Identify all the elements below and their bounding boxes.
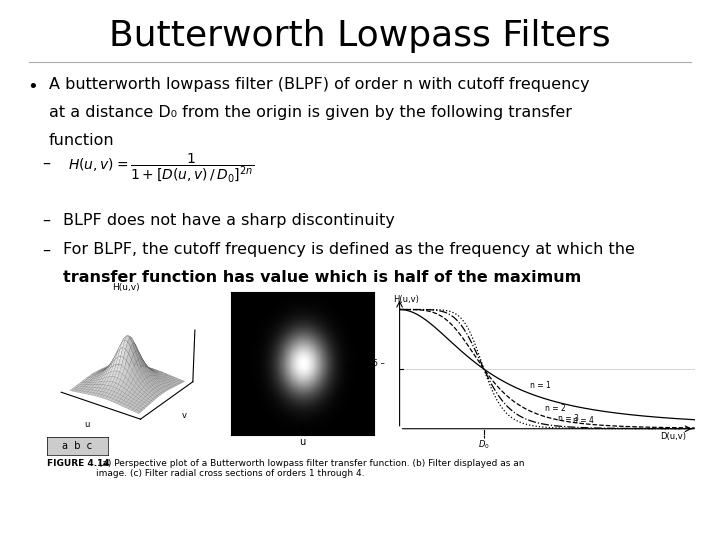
Text: D(u,v): D(u,v) bbox=[660, 433, 686, 441]
Text: For BLPF, the cutoff frequency is defined as the frequency at which the: For BLPF, the cutoff frequency is define… bbox=[63, 242, 635, 258]
Text: n = 2: n = 2 bbox=[544, 404, 565, 413]
Text: (a) Perspective plot of a Butterworth lowpass filter transfer function. (b) Filt: (a) Perspective plot of a Butterworth lo… bbox=[96, 459, 525, 478]
Text: $H(u,v) = \dfrac{1}{1+[D(u,v)\,/\,D_0]^{2n}}$: $H(u,v) = \dfrac{1}{1+[D(u,v)\,/\,D_0]^{… bbox=[68, 151, 254, 184]
Text: –: – bbox=[42, 242, 50, 258]
Text: n = 4: n = 4 bbox=[572, 416, 593, 425]
Text: n = 3: n = 3 bbox=[558, 414, 579, 422]
X-axis label: u: u bbox=[85, 420, 90, 429]
Text: •: • bbox=[27, 78, 38, 96]
Text: a  b  c: a b c bbox=[63, 441, 92, 451]
Text: H(u,v): H(u,v) bbox=[393, 295, 419, 304]
Text: BLPF does not have a sharp discontinuity: BLPF does not have a sharp discontinuity bbox=[63, 213, 395, 228]
Text: A butterworth lowpass filter (BLPF) of order n with cutoff frequency: A butterworth lowpass filter (BLPF) of o… bbox=[49, 77, 590, 92]
Text: –: – bbox=[42, 213, 50, 228]
Text: function: function bbox=[49, 133, 114, 148]
Text: u: u bbox=[300, 437, 305, 448]
Text: → v  0.5 –: → v 0.5 – bbox=[346, 359, 385, 368]
Y-axis label: v: v bbox=[182, 411, 187, 420]
Text: transfer function has value which is half of the maximum: transfer function has value which is hal… bbox=[63, 271, 582, 286]
Text: n = 1: n = 1 bbox=[531, 381, 551, 390]
Title: H(u,v): H(u,v) bbox=[112, 282, 140, 292]
Text: at a distance D₀ from the origin is given by the following transfer: at a distance D₀ from the origin is give… bbox=[49, 105, 572, 120]
Text: Butterworth Lowpass Filters: Butterworth Lowpass Filters bbox=[109, 19, 611, 53]
Text: FIGURE 4.14: FIGURE 4.14 bbox=[47, 459, 109, 468]
Text: –: – bbox=[42, 156, 50, 171]
Text: 0.5 -: 0.5 - bbox=[346, 364, 364, 374]
